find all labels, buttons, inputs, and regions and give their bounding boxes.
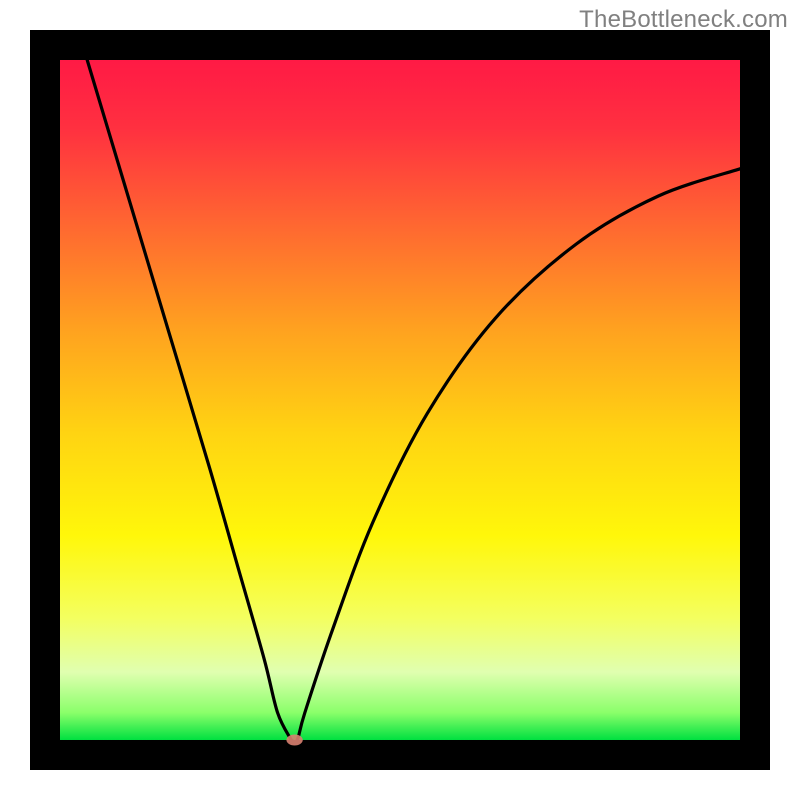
chart-container: { "watermark": { "text": "TheBottleneck.… [0,0,800,800]
optimal-point-marker [286,735,302,746]
watermark-text: TheBottleneck.com [579,6,788,34]
plot-svg [0,0,800,800]
gradient-background [60,60,740,740]
